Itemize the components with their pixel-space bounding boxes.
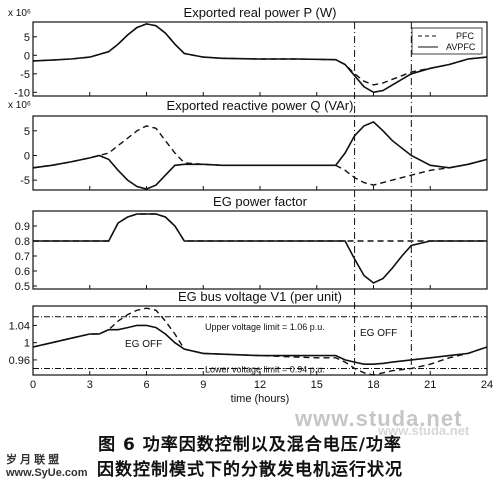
panel-4-title: EG bus voltage V1 (per unit) bbox=[178, 289, 342, 304]
y-tick-label: -5 bbox=[20, 69, 30, 81]
series-avpfc-line bbox=[32, 324, 488, 365]
series-pfc-line bbox=[32, 125, 488, 186]
x-tick-label: 21 bbox=[424, 379, 436, 391]
caption-line-2: 因数控制模式下的分散发电机运行状况 bbox=[97, 460, 403, 480]
series-avpfc-line bbox=[32, 120, 488, 190]
y-tick-label: 5 bbox=[24, 32, 30, 44]
y-tick-label: 0.7 bbox=[15, 251, 30, 263]
watermark-site-line2: www.SyUe.com bbox=[6, 467, 88, 479]
legend-pfc-label: PFC bbox=[456, 31, 475, 41]
y-tick-label: 1.04 bbox=[9, 320, 30, 332]
y-tick-label: 0.8 bbox=[15, 236, 30, 248]
watermark-url: www.studa.net bbox=[295, 406, 463, 431]
annotation-lower-limit: Lower voltage limit = 0.94 p.u. bbox=[205, 365, 325, 375]
y-tick-label: 0 bbox=[24, 150, 30, 162]
series-avpfc-line bbox=[33, 213, 487, 284]
legend-box bbox=[411, 27, 483, 55]
panel-1-title: Exported real power P (W) bbox=[184, 5, 337, 20]
panel-2-title: Exported reactive power Q (VAr) bbox=[167, 98, 354, 113]
y-tick-label: 1 bbox=[24, 338, 30, 350]
x-tick-label: 6 bbox=[143, 379, 149, 391]
annotation-eg-off-1: EG OFF bbox=[125, 339, 162, 350]
series-avpfc-line bbox=[32, 23, 488, 94]
y-tick-label: 5 bbox=[24, 126, 30, 138]
panel-3-frame bbox=[32, 210, 488, 290]
x-tick-label: 9 bbox=[200, 379, 206, 391]
x-tick-label: 18 bbox=[367, 379, 379, 391]
x-tick-label: 15 bbox=[311, 379, 323, 391]
x-tick-label: 24 bbox=[481, 379, 493, 391]
x-axis-label: time (hours) bbox=[231, 393, 290, 405]
panel-1-exponent-label: x 10⁶ bbox=[8, 8, 31, 19]
y-tick-label: -10 bbox=[14, 87, 30, 99]
x-tick-label: 12 bbox=[254, 379, 266, 391]
panel-2-exponent-label: x 10⁶ bbox=[8, 100, 31, 111]
legend-avpfc-label: AVPFC bbox=[446, 42, 476, 52]
y-tick-label: -5 bbox=[20, 175, 30, 187]
watermark-site-line1: 岁 月 联 盟 bbox=[6, 454, 60, 466]
annotation-upper-limit: Upper voltage limit = 1.06 p.u. bbox=[205, 322, 325, 332]
watermark-tag: www.studa.net bbox=[378, 423, 470, 438]
annotation-eg-off-2: EG OFF bbox=[360, 328, 397, 339]
y-tick-label: 0.96 bbox=[9, 355, 30, 367]
panel-2-frame bbox=[32, 115, 488, 191]
y-tick-label: 0 bbox=[24, 50, 30, 62]
y-tick-label: 0.5 bbox=[15, 281, 30, 293]
y-tick-label: 0.6 bbox=[15, 266, 30, 278]
watermark-site: 岁 月 联 盟 www.SyUe.com bbox=[6, 454, 88, 480]
series-pfc-line bbox=[33, 213, 487, 242]
x-tick-label: 0 bbox=[30, 379, 36, 391]
figure: Exported real power P (W) x 10⁶ 5 0 -5 -10 PFC… bbox=[8, 5, 493, 405]
x-tick-label: 3 bbox=[87, 379, 93, 391]
caption-line-1: 图 6 功率因数控制以及混合电压/功率 bbox=[98, 435, 402, 455]
y-tick-label: 0.9 bbox=[15, 221, 30, 233]
panel-3-title: EG power factor bbox=[213, 194, 308, 209]
